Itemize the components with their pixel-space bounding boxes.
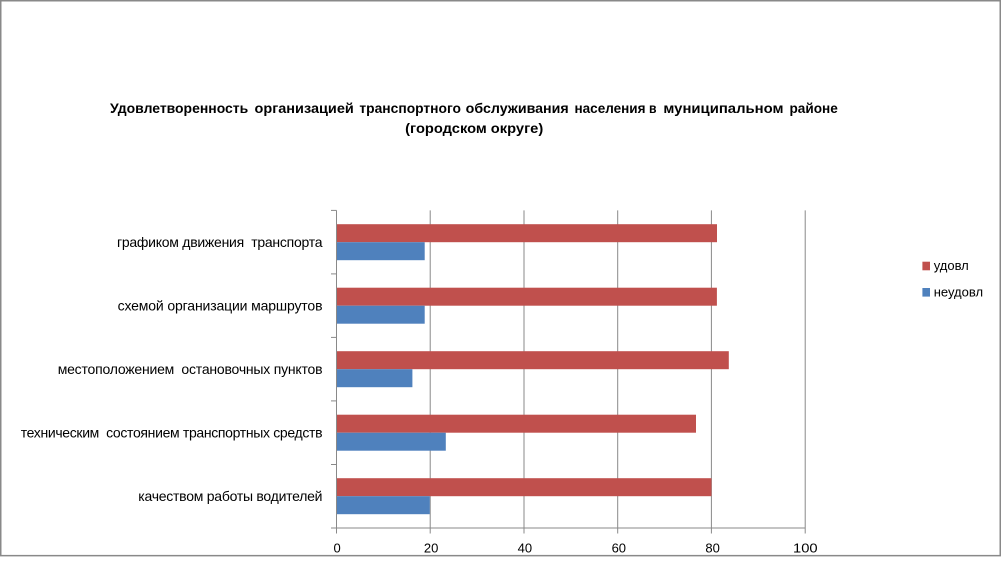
svg-text:населения: населения <box>575 100 646 116</box>
svg-text:Удовлетворенность: Удовлетворенность <box>110 100 249 116</box>
svg-text:районе: районе <box>790 100 838 116</box>
svg-text:техническим состоянием трансп: техническим состоянием транспортных сред… <box>21 425 323 441</box>
svg-text:(городском округе): (городском округе) <box>405 120 543 136</box>
svg-text:качеством работы водителей: качеством работы водителей <box>138 488 322 504</box>
svg-text:в: в <box>649 100 657 116</box>
svg-text:муниципальном: муниципальном <box>663 100 783 116</box>
svg-text:80: 80 <box>705 541 719 556</box>
svg-text:организацией: организацией <box>255 100 354 116</box>
svg-text:удовл: удовл <box>934 258 969 273</box>
svg-text:60: 60 <box>612 541 626 556</box>
svg-text:графиком движения транспорта: графиком движения транспорта <box>117 234 323 250</box>
svg-text:неудовл: неудовл <box>934 284 983 299</box>
svg-text:100: 100 <box>793 541 818 556</box>
svg-text:транспортного: транспортного <box>359 100 461 116</box>
svg-text:местоположением остановочных: местоположением остановочных пунктов <box>58 361 323 377</box>
svg-text:20: 20 <box>424 541 438 556</box>
svg-text:схемой организации маршрутов: схемой организации маршрутов <box>118 298 323 314</box>
svg-text:0: 0 <box>333 541 340 556</box>
svg-text:обслуживания: обслуживания <box>466 100 569 116</box>
svg-text:40: 40 <box>518 541 532 556</box>
